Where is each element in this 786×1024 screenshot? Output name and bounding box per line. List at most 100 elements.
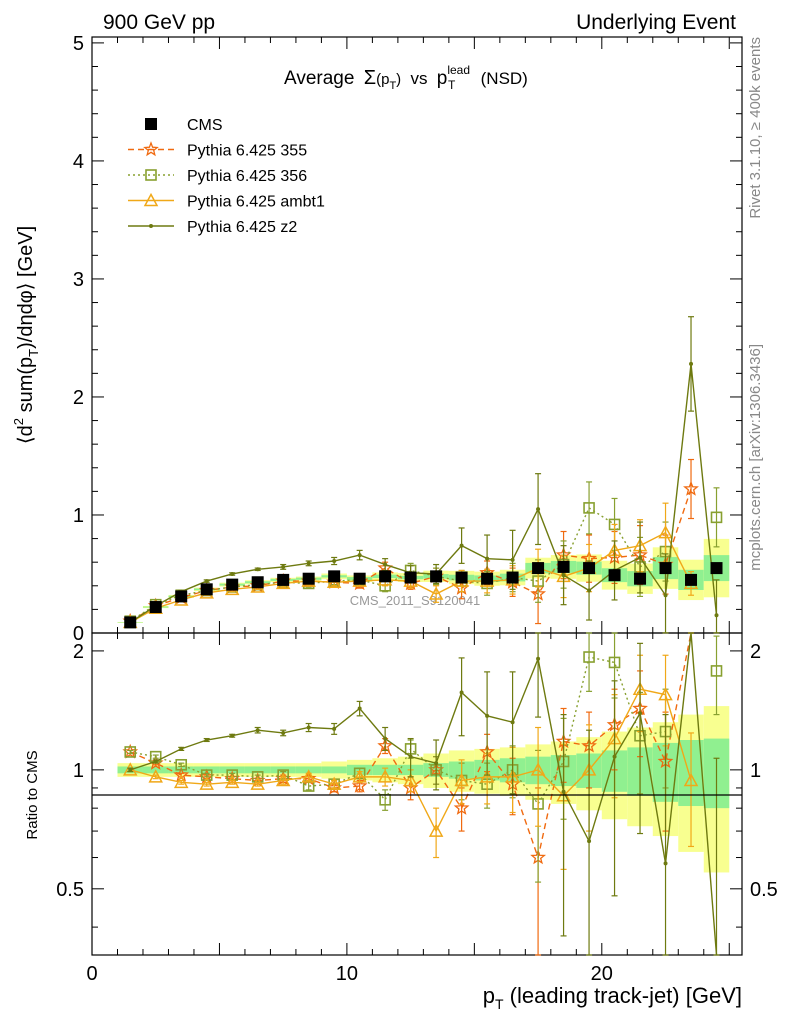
upper-point-z2 — [587, 588, 592, 593]
ratio-tick-label-right: 1 — [750, 760, 761, 782]
ratio-point-ambt1 — [454, 772, 469, 787]
legend-label-z2: Pythia 6.425 z2 — [187, 219, 297, 236]
title-sub: T — [389, 80, 396, 92]
title-sup: lead — [447, 63, 470, 77]
upper-point-cms — [557, 560, 570, 573]
title-close: ) — [396, 71, 401, 88]
plot-title: Average Σ(pT) vs plead T (NSD) — [284, 63, 528, 94]
ratio-point-ambt1 — [428, 823, 444, 837]
y-axis-label: ⟨d2 sum(pT)/dηdφ⟩ [GeV] — [11, 226, 41, 444]
ratio-band-inner — [244, 766, 271, 774]
ratio-point-z2 — [663, 861, 668, 866]
ratio-panel-frame — [91, 632, 743, 956]
y-tick-label: 1 — [73, 505, 84, 527]
upper-line-p356 — [129, 506, 666, 622]
upper-point-cms — [149, 601, 162, 614]
upper-point-z2 — [383, 562, 388, 567]
analysis-watermark: CMS_2011_S9120041 — [350, 593, 481, 608]
x-axis-label: pT (leading track-jet) [GeV] — [483, 983, 742, 1012]
ratio-point-p356 — [583, 651, 595, 663]
ratio-point-ambt1 — [479, 769, 495, 783]
upper-point-p355 — [683, 480, 699, 496]
ratio-point-z2 — [332, 726, 337, 731]
ratio-tick-label-left: 0.5 — [56, 879, 84, 901]
upper-point-z2 — [357, 553, 362, 558]
upper-point-cms — [608, 569, 621, 582]
upper-point-cms — [200, 583, 213, 596]
ratio-point-z2 — [408, 754, 413, 759]
upper-point-cms — [634, 572, 647, 585]
title-vs: vs — [410, 69, 427, 88]
upper-point-cms — [353, 572, 366, 585]
ratio-point-z2 — [459, 690, 464, 695]
legend-label-cms: CMS — [187, 117, 223, 134]
upper-point-z2 — [485, 556, 490, 561]
upper-point-z2 — [561, 573, 566, 578]
upper-point-cms — [277, 573, 290, 586]
upper-point-cms — [710, 562, 723, 575]
upper-point-cms — [659, 562, 672, 575]
header-left: 900 GeV pp — [103, 11, 215, 34]
title-main: Average — [284, 68, 354, 89]
upper-point-z2 — [714, 613, 719, 618]
ratio-point-p356 — [175, 758, 188, 771]
ratio-point-ambt1 — [148, 769, 163, 783]
upper-point-cms — [175, 590, 188, 603]
ratio-point-z2 — [281, 730, 286, 735]
upper-point-p356 — [710, 511, 723, 524]
ratio-ticks: 0.5 0.5 1 1 2 2 — [56, 641, 778, 928]
ratio-point-ambt1 — [352, 769, 367, 783]
ratio-point-z2 — [357, 706, 362, 711]
ratio-point-z2 — [587, 839, 592, 844]
legend-label-ambt1: Pythia 6.425 ambt1 — [187, 194, 325, 211]
legend-marker-ambt1 — [143, 192, 159, 207]
ratio-point-z2 — [255, 728, 260, 733]
ratio-point-ambt1 — [403, 772, 418, 787]
ratio-point-z2 — [536, 656, 541, 661]
legend-marker-z2 — [149, 224, 153, 228]
ratio-tick-label-left: 1 — [73, 760, 84, 782]
upper-ticks: 0 1 2 3 4 5 — [73, 33, 742, 645]
upper-point-z2 — [536, 507, 541, 512]
y-tick-label: 0 — [73, 623, 84, 645]
ratio-point-z2 — [383, 736, 388, 741]
upper-point-cms — [430, 570, 443, 583]
x-tick-label: 10 — [336, 963, 358, 985]
legend-label-p356: Pythia 6.425 356 — [187, 168, 307, 185]
ratio-point-z2 — [230, 733, 235, 738]
upper-point-cms — [226, 578, 239, 591]
upper-point-z2 — [638, 555, 643, 560]
ratio-point-ambt1 — [658, 687, 673, 701]
upper-point-z2 — [230, 571, 235, 576]
legend-label-p355: Pythia 6.425 355 — [187, 143, 307, 160]
ratio-point-z2 — [510, 720, 515, 725]
ratio-point-z2 — [561, 789, 566, 794]
ratio-point-z2 — [638, 711, 643, 716]
x-tick-label: 20 — [591, 963, 613, 985]
upper-point-cms — [685, 573, 698, 586]
ratio-point-ambt1 — [173, 774, 189, 789]
upper-point-z2 — [281, 564, 286, 569]
upper-point-z2 — [459, 543, 464, 548]
ratio-tick-label-left: 2 — [73, 641, 84, 663]
ratio-point-p356 — [124, 746, 137, 758]
upper-point-cms — [506, 571, 519, 584]
ratio-point-z2 — [179, 746, 184, 751]
title-sigma: Σ — [364, 67, 376, 89]
upper-point-z2 — [332, 559, 337, 564]
ratio-point-z2 — [153, 759, 158, 764]
title-p2: p — [437, 68, 448, 89]
upper-point-cms — [302, 572, 315, 585]
y-tick-label: 4 — [73, 151, 84, 173]
ratio-point-ambt1 — [199, 776, 214, 790]
x-tick-label: 0 — [86, 963, 97, 985]
y-tick-label: 3 — [73, 269, 84, 291]
svg-text:Average Σ(pT) vs: Average Σ(pT) vs plead T (NSD) — [284, 63, 528, 94]
upper-point-z2 — [306, 561, 311, 566]
upper-point-cms — [583, 562, 596, 575]
upper-point-p356 — [583, 502, 595, 514]
ratio-point-ambt1 — [275, 772, 291, 787]
upper-point-z2 — [689, 361, 694, 366]
ratio-point-p355 — [453, 799, 470, 815]
x-ticks: 0 10 20 — [86, 37, 730, 985]
